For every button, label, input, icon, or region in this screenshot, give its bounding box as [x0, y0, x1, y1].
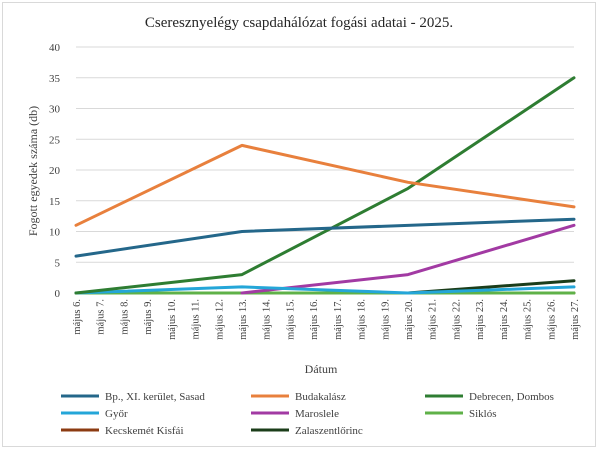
legend-label: Debrecen, Dombos — [469, 391, 554, 403]
y-tick-label: 15 — [49, 196, 61, 208]
legend-label: Budakalász — [295, 391, 346, 403]
series-line-budakalasz — [74, 143, 576, 227]
x-tick-label: május 14. — [262, 299, 273, 340]
series-line-gyor — [74, 285, 576, 295]
x-tick-label: május 23. — [475, 299, 486, 340]
legend-label: Zalaszentlőrinc — [295, 425, 363, 437]
chart: Cseresznyelégy csapdahálózat fogási adat… — [26, 15, 581, 437]
legend-label: Kecskemét Kisfái — [105, 425, 184, 437]
x-tick-label: május 21. — [428, 299, 439, 340]
x-tick-label: május 6. — [72, 299, 83, 335]
x-tick-label: május 20. — [404, 299, 415, 340]
x-tick-label: május 13. — [238, 299, 249, 340]
x-axis-ticks: május 6. május 7. május 8. május 9. május 10… — [72, 299, 581, 340]
y-tick-label: 5 — [55, 257, 61, 269]
x-tick-label: május 18. — [357, 299, 368, 340]
y-tick-label: 0 — [55, 288, 61, 300]
x-tick-label: május 9. — [143, 299, 154, 335]
x-tick-label: május 12. — [214, 299, 225, 340]
x-tick-label: május 16. — [309, 299, 320, 340]
chart-frame: Cseresznyelégy csapdahálózat fogási adat… — [2, 2, 596, 447]
x-tick-label: május 8. — [119, 299, 130, 335]
legend-label: Győr — [105, 408, 128, 420]
series-lines — [74, 76, 576, 295]
y-tick-label: 10 — [49, 227, 61, 239]
x-tick-label: május 11. — [191, 299, 202, 339]
x-tick-label: május 27. — [570, 299, 581, 340]
chart-title: Cseresznyelégy csapdahálózat fogási adat… — [145, 15, 453, 31]
legend: Bp., XI. kerület, Sasad Budakalász Debrece… — [61, 391, 554, 437]
x-tick-label: május 22. — [451, 299, 462, 340]
series-line-debrecen-dombos — [74, 76, 576, 295]
legend-label: Maroslele — [295, 408, 339, 420]
series-line-bp-xi-kerulet-sasad — [74, 217, 576, 258]
legend-label: Bp., XI. kerület, Sasad — [105, 391, 205, 403]
x-tick-label: május 26. — [546, 299, 557, 340]
x-axis-label: Dátum — [305, 362, 338, 376]
y-axis-ticks: 0 5 10 15 20 25 30 35 40 — [49, 42, 61, 300]
x-tick-label: május 15. — [285, 299, 296, 340]
x-tick-label: május 17. — [333, 299, 344, 340]
y-tick-label: 25 — [49, 134, 61, 146]
y-tick-label: 40 — [49, 42, 61, 54]
x-tick-label: május 25. — [523, 299, 534, 340]
y-tick-label: 35 — [49, 73, 61, 85]
x-tick-label: május 10. — [167, 299, 178, 340]
x-tick-label: május 19. — [380, 299, 391, 340]
gridlines — [76, 46, 574, 294]
legend-label: Siklós — [469, 408, 497, 420]
y-tick-label: 30 — [49, 104, 61, 116]
y-tick-label: 20 — [49, 165, 61, 177]
series-line-maroslele — [240, 223, 576, 295]
x-tick-label: május 7. — [96, 299, 107, 335]
y-axis-label: Fogott egyedek száma (db) — [26, 106, 40, 236]
x-tick-label: május 24. — [499, 299, 510, 340]
